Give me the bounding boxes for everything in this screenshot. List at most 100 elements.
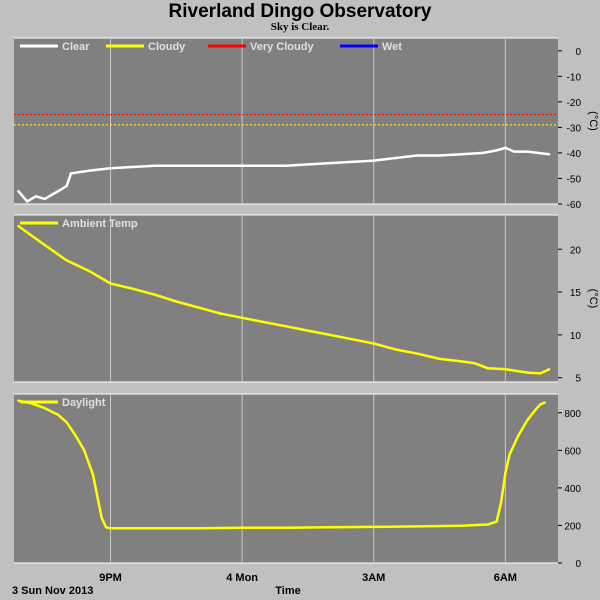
chart-0-point-2	[34, 195, 38, 198]
chart-1-point-4	[109, 282, 112, 285]
chart-0-point-1	[26, 200, 29, 203]
chart-2-point-21	[499, 501, 503, 505]
chart-1-ytick-label-3: 5	[575, 374, 581, 385]
chart-1-point-20	[460, 360, 463, 363]
chart-2-point-1	[30, 402, 33, 405]
chart-1-point-14	[328, 333, 332, 337]
chart-2-point-25	[526, 419, 529, 422]
chart-1-point-6	[153, 293, 156, 296]
chart-1-point-8	[197, 306, 200, 309]
chart-2-point-10	[109, 527, 112, 530]
chart-1-ytick-label-0: 20	[570, 245, 582, 256]
chart-2-point-3	[56, 413, 60, 416]
chart-0-point-19	[328, 161, 332, 165]
chart-2-ytick-label-3: 200	[564, 521, 581, 532]
chart-0-point-22	[394, 156, 397, 160]
chart-2-point-8	[100, 516, 103, 520]
chart-1-ytick-label-2: 10	[570, 331, 582, 342]
chart-2-point-0	[17, 399, 20, 402]
xtick-label-1: 4 Mon	[226, 572, 258, 584]
chart-0-legend-label-3: Wet	[382, 41, 402, 53]
page-title: Riverland Dingo Observatory	[168, 1, 432, 22]
chart-0-point-26	[482, 151, 485, 155]
xtick-label-0: 9PM	[99, 572, 122, 584]
chart-0-point-16	[262, 164, 266, 167]
chart-1-point-0	[17, 224, 20, 228]
chart-0-point-17	[284, 164, 288, 167]
chart-0-point-10	[131, 165, 134, 169]
chart-1-point-10	[240, 316, 244, 319]
chart-2-point-12	[197, 527, 200, 530]
chart-2-point-23	[508, 452, 511, 456]
chart-1-point-19	[438, 357, 441, 361]
chart-0-point-3	[43, 197, 46, 201]
chart-0-point-7	[69, 172, 73, 175]
chart-0-ylabel: (°C)	[587, 111, 599, 131]
time-axis-label: Time	[275, 585, 300, 597]
chart-2-point-26	[534, 407, 538, 411]
chart-0-point-0	[17, 190, 20, 193]
chart-2-point-7	[91, 473, 95, 476]
chart-2-point-17	[416, 525, 419, 528]
chart-2-point-13	[240, 526, 244, 529]
chart-2-ytick-label-1: 600	[564, 446, 581, 457]
chart-0-point-12	[175, 164, 178, 167]
chart-0-point-15	[240, 164, 244, 167]
chart-2-point-14	[284, 526, 288, 529]
chart-0-point-20	[350, 160, 353, 164]
chart-1-plot-area	[14, 215, 558, 382]
chart-2-point-9	[104, 526, 108, 529]
chart-2-point-27	[539, 403, 542, 406]
chart-2-point-28	[543, 401, 546, 404]
chart-1-ytick-label-1: 15	[570, 288, 582, 299]
chart-1-point-21	[473, 362, 476, 365]
chart-2-plot-area	[14, 394, 558, 563]
chart-1-point-9	[219, 312, 222, 315]
chart-1-point-11	[262, 320, 266, 324]
chart-0-point-25	[460, 153, 463, 156]
chart-1-point-17	[394, 348, 397, 351]
chart-0-ytick-label-6: -60	[567, 200, 582, 211]
chart-0-point-30	[526, 150, 529, 153]
chart-1-point-22	[486, 367, 489, 370]
date-label: 3 Sun Nov 2013	[12, 585, 93, 597]
chart-1-ylabel: (°C)	[587, 289, 599, 309]
chart-0-ytick-label-5: -50	[567, 174, 582, 185]
xtick-label-2: 3AM	[362, 572, 385, 584]
chart-2-point-2	[43, 406, 46, 410]
chart-2-point-16	[372, 525, 375, 529]
chart-0-point-5	[61, 187, 64, 190]
chart-1-point-1	[43, 243, 46, 247]
chart-0-legend-label-2: Very Cloudy	[250, 41, 314, 53]
xtick-label-3: 6AM	[494, 572, 517, 584]
chart-1-point-13	[306, 329, 310, 332]
chart-1-point-25	[539, 372, 542, 375]
chart-0-point-31	[548, 153, 551, 156]
chart-1-point-5	[131, 287, 134, 290]
chart-0-point-8	[87, 169, 90, 172]
chart-0-point-29	[512, 150, 516, 153]
chart-1-point-18	[416, 352, 419, 355]
chart-1-point-7	[175, 300, 178, 303]
chart-2-point-19	[486, 523, 489, 526]
chart-1-legend-label-0: Ambient Temp	[62, 218, 138, 230]
chart-0-point-28	[504, 146, 507, 149]
chart-0-legend-label-0: Clear	[62, 41, 90, 53]
chart-2-point-24	[517, 434, 520, 437]
chart-0-ytick-label-4: -40	[567, 149, 582, 160]
chart-0-ytick-label-1: -10	[567, 72, 582, 83]
chart-0-plot-area	[14, 38, 558, 204]
chart-0-point-27	[495, 149, 498, 152]
chart-1-point-12	[284, 325, 288, 328]
chart-0-point-9	[109, 167, 112, 170]
chart-2-legend-label-0: Daylight	[62, 397, 106, 409]
chart-1-point-2	[65, 259, 68, 262]
chart-0-point-13	[197, 164, 200, 167]
chart-0-legend-label-1: Cloudy	[148, 41, 186, 53]
chart-0-ytick-label-3: -30	[567, 123, 582, 134]
chart-0-point-24	[438, 154, 441, 157]
chart-2-point-11	[153, 527, 156, 530]
chart-2-point-4	[65, 421, 68, 424]
chart-0-point-11	[153, 164, 156, 167]
